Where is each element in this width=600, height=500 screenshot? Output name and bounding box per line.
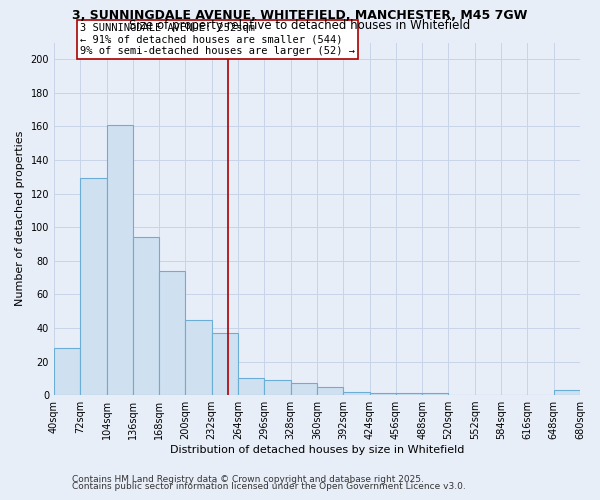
Bar — [554, 390, 580, 395]
Bar — [80, 178, 107, 395]
Bar — [290, 384, 317, 395]
Bar — [396, 394, 422, 395]
Text: Size of property relative to detached houses in Whitefield: Size of property relative to detached ho… — [130, 19, 470, 32]
Bar — [370, 394, 396, 395]
Text: Contains public sector information licensed under the Open Government Licence v3: Contains public sector information licen… — [72, 482, 466, 491]
Text: 3, SUNNINGDALE AVENUE, WHITEFIELD, MANCHESTER, M45 7GW: 3, SUNNINGDALE AVENUE, WHITEFIELD, MANCH… — [73, 9, 527, 22]
Text: Contains HM Land Registry data © Crown copyright and database right 2025.: Contains HM Land Registry data © Crown c… — [72, 475, 424, 484]
Y-axis label: Number of detached properties: Number of detached properties — [15, 131, 25, 306]
Bar — [54, 348, 80, 395]
Bar — [238, 378, 265, 395]
Bar — [265, 380, 290, 395]
Bar — [422, 394, 448, 395]
Bar — [317, 386, 343, 395]
Bar — [133, 238, 159, 395]
Bar — [212, 333, 238, 395]
Bar — [343, 392, 370, 395]
Text: 3 SUNNINGDALE AVENUE: 252sqm
← 91% of detached houses are smaller (544)
9% of se: 3 SUNNINGDALE AVENUE: 252sqm ← 91% of de… — [80, 22, 355, 56]
X-axis label: Distribution of detached houses by size in Whitefield: Distribution of detached houses by size … — [170, 445, 464, 455]
Bar — [185, 320, 212, 395]
Bar — [159, 271, 185, 395]
Bar — [107, 125, 133, 395]
